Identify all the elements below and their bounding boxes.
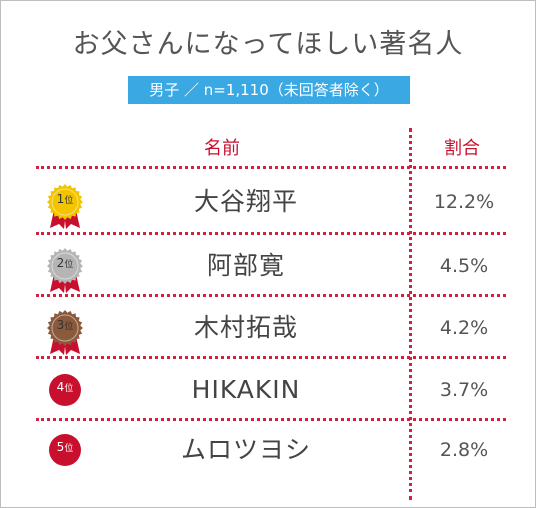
person-name: 阿部寛 xyxy=(206,251,285,280)
ratio-value: 12.2% xyxy=(433,191,495,213)
person-name: ムロツヨシ xyxy=(180,435,311,464)
rank-label: 1位 xyxy=(46,192,84,206)
row-separator xyxy=(36,232,506,235)
rank-suffix: 位 xyxy=(64,322,74,332)
page-title: お父さんになってほしい著名人 xyxy=(72,29,464,60)
ranking-row: 5位 ムロツヨシ 2.8% xyxy=(36,420,514,480)
row-separator xyxy=(36,294,506,297)
rank-label: 2位 xyxy=(46,256,84,270)
rank-number: 4 xyxy=(56,380,65,394)
rank-number: 3 xyxy=(56,318,65,332)
rank-badge-icon: 2位 xyxy=(46,248,84,294)
person-name: 大谷翔平 xyxy=(193,187,298,216)
rank-number: 5 xyxy=(56,440,65,454)
rank-suffix: 位 xyxy=(64,196,74,206)
row-separator xyxy=(36,356,506,359)
ranking-row: 1位 大谷翔平 12.2% xyxy=(36,172,514,232)
rank-label: 3位 xyxy=(46,318,84,332)
ranking-row: 4位 HIKAKIN 3.7% xyxy=(36,360,514,420)
person-name: 木村拓哉 xyxy=(193,313,298,342)
rank-suffix: 位 xyxy=(64,384,74,394)
row-separator xyxy=(36,418,506,421)
sample-label: 男子 ／ n=1,110（未回答者除く） xyxy=(128,76,410,104)
ranking-row: 3位 木村拓哉 4.2% xyxy=(36,298,514,358)
header-ratio: 割合 xyxy=(444,138,480,159)
rank-label: 5位 xyxy=(46,440,84,454)
rank-badge-icon: 1位 xyxy=(46,184,84,230)
ratio-value: 2.8% xyxy=(439,439,489,461)
rank-suffix: 位 xyxy=(64,444,74,454)
header-name: 名前 xyxy=(204,138,240,159)
rank-label: 4位 xyxy=(46,380,84,394)
rank-suffix: 位 xyxy=(64,260,74,270)
ranking-row: 2位 阿部寛 4.5% xyxy=(36,236,514,296)
column-divider xyxy=(409,128,412,500)
row-separator xyxy=(36,166,506,169)
rank-number: 1 xyxy=(56,192,65,206)
person-name: HIKAKIN xyxy=(191,375,301,404)
rank-number: 2 xyxy=(56,256,65,270)
rank-badge-icon: 3位 xyxy=(46,310,84,356)
ratio-value: 3.7% xyxy=(439,379,489,401)
rank-badge-icon: 5位 xyxy=(46,432,84,478)
rank-badge-icon: 4位 xyxy=(46,372,84,418)
ratio-value: 4.5% xyxy=(439,255,489,277)
ratio-value: 4.2% xyxy=(439,317,489,339)
